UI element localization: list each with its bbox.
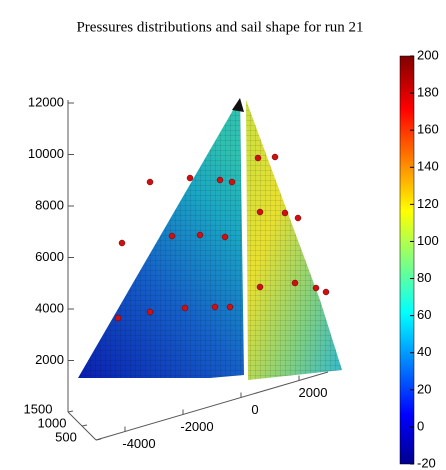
colorbar-tick-label: 80	[417, 270, 431, 285]
colorbar-tick-label: 180	[417, 85, 439, 100]
z-tick-label: 6000	[35, 249, 64, 264]
y-tick-label: 1500	[24, 401, 53, 416]
colorbar-tick-label: 100	[417, 233, 439, 248]
colorbar-tick-label: 120	[417, 196, 439, 211]
z-tick-label: 12000	[28, 94, 64, 109]
y-tick-label: 1000	[38, 415, 67, 430]
colorbar-tick-label: 0	[417, 418, 424, 433]
chart-title: Pressures distributions and sail shape f…	[76, 19, 363, 35]
colorbar-tick-label: 140	[417, 159, 439, 174]
x-tick-label: -2000	[180, 419, 213, 434]
sail-head	[232, 98, 244, 112]
y-tick	[67, 410, 74, 413]
colorbar-tick-label: 60	[417, 307, 431, 322]
x-tick-label: 2000	[299, 385, 328, 400]
sail-surface	[78, 98, 342, 380]
colorbar-tick-label: -20	[417, 455, 436, 470]
z-tick-label: 8000	[35, 197, 64, 212]
colorbar-tick-label: 40	[417, 344, 431, 359]
y-tick	[95, 438, 102, 441]
colorbar	[399, 55, 415, 465]
main-sail-mesh	[78, 98, 244, 378]
x-tick-label: -4000	[122, 436, 155, 451]
z-tick-label: 10000	[28, 146, 64, 161]
y-tick-label: 500	[55, 429, 77, 444]
colorbar-tick-label: 160	[417, 122, 439, 137]
x-axis	[95, 371, 329, 441]
x-tick-label: 0	[251, 402, 258, 417]
colorbar-tick-label: 200	[417, 47, 439, 62]
jib-sail-mesh	[246, 100, 342, 380]
colorbar-tick-label: 20	[417, 381, 431, 396]
y-tick	[81, 424, 88, 427]
z-tick-label: 2000	[35, 352, 64, 367]
pressure-taps	[114, 153, 330, 322]
z-tick-label: 4000	[35, 300, 64, 315]
